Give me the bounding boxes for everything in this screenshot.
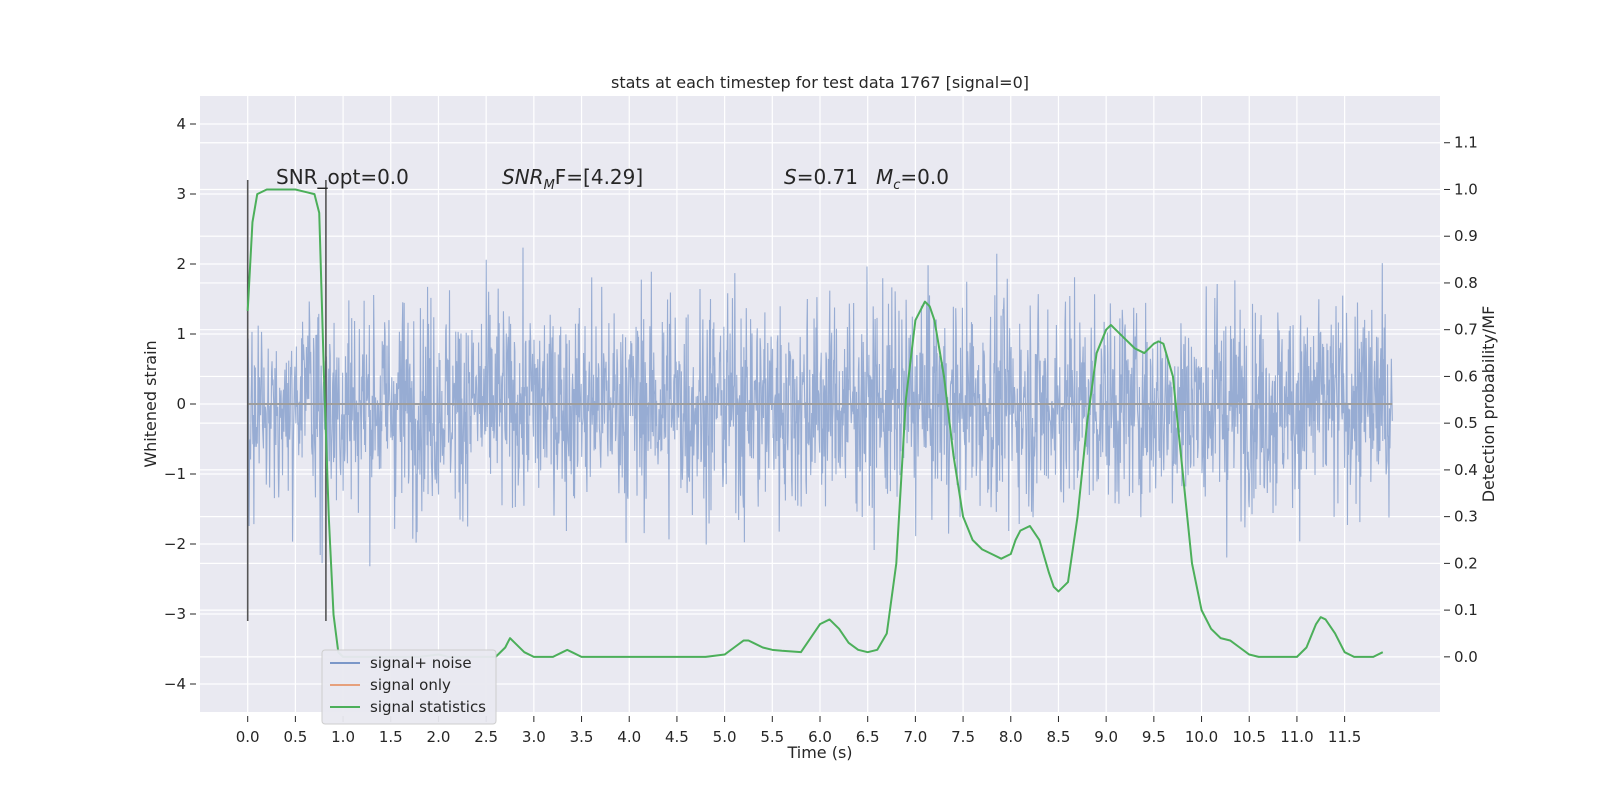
- y2-tick-label: 1.0: [1454, 180, 1478, 198]
- x-tick-label: 6.0: [808, 728, 832, 746]
- legend-label-signal-noise: signal+ noise: [370, 654, 472, 672]
- signal-noise-line: [247, 247, 1393, 567]
- x-tick-label: 2.0: [427, 728, 451, 746]
- snr-opt-annotation: SNR_opt=0.0: [276, 165, 409, 189]
- marker-lines: [246, 180, 327, 621]
- y2-tick-label: 0.5: [1454, 414, 1478, 432]
- x-tick-label: 6.5: [856, 728, 880, 746]
- y2-tick-label: 1.1: [1454, 134, 1478, 152]
- x-axis-label: Time (s): [786, 743, 852, 762]
- signal-noise-series: [247, 247, 1393, 567]
- x-tick-label: 5.0: [713, 728, 737, 746]
- y-tick-label: 2: [176, 255, 186, 273]
- y2-axis-ticks: 0.0 0.1 0.2 0.3 0.4 0.5 0.6 0.7 0.8 0.9 1.0 1.1: [1444, 134, 1478, 666]
- x-tick-label: 7.0: [903, 728, 927, 746]
- x-tick-label: 2.5: [474, 728, 498, 746]
- mc-label: M: [876, 165, 893, 189]
- x-tick-label: 3.5: [570, 728, 594, 746]
- y-tick-label: −1: [164, 465, 186, 483]
- x-tick-label: 0.0: [236, 728, 260, 746]
- chart-title: stats at each timestep for test data 176…: [611, 73, 1029, 92]
- y2-tick-label: 0.2: [1454, 554, 1478, 572]
- x-tick-label: 8.5: [1047, 728, 1071, 746]
- y-axis-label: Whitened strain: [141, 340, 160, 467]
- y2-tick-label: 0.3: [1454, 508, 1478, 526]
- y2-tick-label: 0.1: [1454, 601, 1478, 619]
- x-tick-label: 11.0: [1280, 728, 1313, 746]
- y-axis-ticks: −4 −3 −2 −1 0 1 2 3 4: [164, 115, 196, 693]
- x-tick-label: 1.0: [331, 728, 355, 746]
- snr-mf-value: F=[4.29]: [555, 165, 643, 189]
- y-tick-label: 3: [176, 185, 186, 203]
- x-tick-label: 9.0: [1094, 728, 1118, 746]
- legend-label-signal-only: signal only: [370, 676, 451, 694]
- legend: signal+ noise signal only signal statist…: [321, 649, 497, 725]
- y2-tick-label: 0.7: [1454, 321, 1478, 339]
- x-tick-label: 0.5: [283, 728, 307, 746]
- x-tick-label: 11.5: [1328, 728, 1361, 746]
- y2-tick-label: 0.8: [1454, 274, 1478, 292]
- y2-axis-label: Detection probability/MF: [1479, 306, 1498, 503]
- y-tick-label: −3: [164, 605, 186, 623]
- x-tick-label: 1.5: [379, 728, 403, 746]
- y-tick-label: 0: [176, 395, 186, 413]
- x-tick-label: 10.5: [1233, 728, 1266, 746]
- x-tick-label: 5.5: [760, 728, 784, 746]
- s-mc-annotation: S=0.71 Mc=0.0: [784, 165, 949, 193]
- x-tick-label: 4.0: [617, 728, 641, 746]
- x-axis-ticks: 0.0 0.5 1.0 1.5 2.0 2.5 3.0 3.5 4.0 4.5 5.0 5.5 6.0 6…: [236, 716, 1361, 746]
- y2-tick-label: 0.4: [1454, 461, 1478, 479]
- x-tick-label: 8.0: [999, 728, 1023, 746]
- y2-tick-label: 0.6: [1454, 367, 1478, 385]
- y2-tick-label: 0.9: [1454, 227, 1478, 245]
- snr-mf-subscript: M: [544, 178, 555, 193]
- s-value: =0.71: [797, 165, 858, 189]
- y-tick-label: 1: [176, 325, 186, 343]
- snr-mf-annotation: SNRMF=[4.29]: [502, 165, 643, 193]
- svg-text:SNRMF=[4.29]: SNRMF=[4.29]: [502, 165, 643, 193]
- y-tick-label: −2: [164, 535, 186, 553]
- x-tick-label: 3.0: [522, 728, 546, 746]
- legend-box: [321, 649, 497, 725]
- x-tick-label: 9.5: [1142, 728, 1166, 746]
- x-tick-label: 7.5: [951, 728, 975, 746]
- x-tick-label: 10.0: [1185, 728, 1218, 746]
- y-tick-label: 4: [176, 115, 186, 133]
- y-tick-label: −4: [164, 675, 186, 693]
- s-label: S: [784, 165, 797, 189]
- mc-subscript: c: [893, 178, 900, 193]
- x-tick-label: 4.5: [665, 728, 689, 746]
- y2-tick-label: 0.0: [1454, 648, 1478, 666]
- legend-label-signal-statistics: signal statistics: [370, 698, 486, 716]
- mc-value: =0.0: [900, 165, 949, 189]
- snr-mf-main: SNR: [502, 165, 544, 189]
